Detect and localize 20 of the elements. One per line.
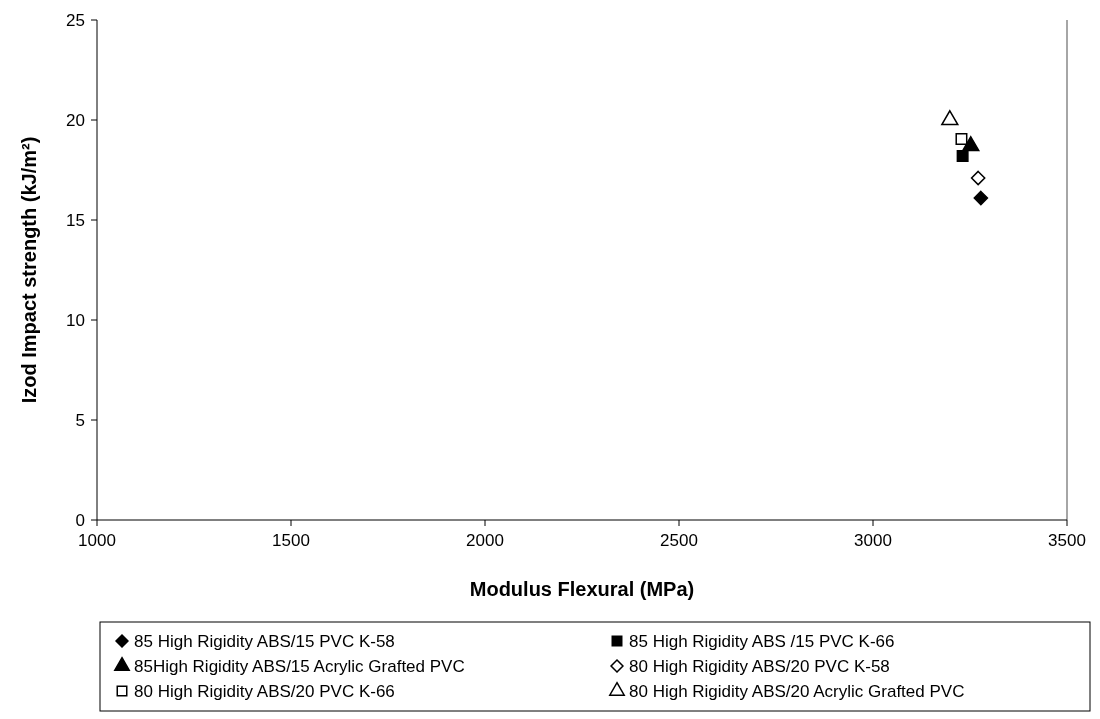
legend-label: 85 High Rigidity ABS/15 PVC K-58 — [134, 631, 395, 651]
y-axis-title: Izod Impact strength (kJ/m²) — [18, 136, 40, 404]
x-tick-label: 2500 — [660, 531, 698, 550]
x-tick-label: 3000 — [854, 531, 892, 550]
legend-label: 80 High Rigidity ABS/20 Acrylic Grafted PVC — [629, 681, 965, 701]
y-tick-label: 25 — [66, 10, 85, 30]
x-tick-label: 2000 — [466, 531, 504, 550]
y-tick-label: 15 — [66, 210, 85, 230]
y-tick-label: 5 — [75, 410, 85, 430]
legend-label: 85 High Rigidity ABS /15 PVC K-66 — [629, 631, 895, 651]
x-tick-label: 1500 — [272, 531, 310, 550]
legend-label: 80 High Rigidity ABS/20 PVC K-58 — [629, 656, 890, 676]
y-tick-label: 0 — [75, 510, 85, 530]
y-tick-label: 10 — [66, 310, 85, 330]
legend-label: 80 High Rigidity ABS/20 PVC K-66 — [134, 681, 395, 701]
x-tick-label: 1000 — [78, 531, 116, 550]
legend-label: 85High Rigidity ABS/15 Acrylic Grafted PVC — [134, 656, 465, 676]
x-axis-title: Modulus Flexural (MPa) — [469, 578, 695, 600]
y-tick-label: 20 — [66, 110, 85, 130]
x-tick-label: 3500 — [1048, 531, 1086, 550]
